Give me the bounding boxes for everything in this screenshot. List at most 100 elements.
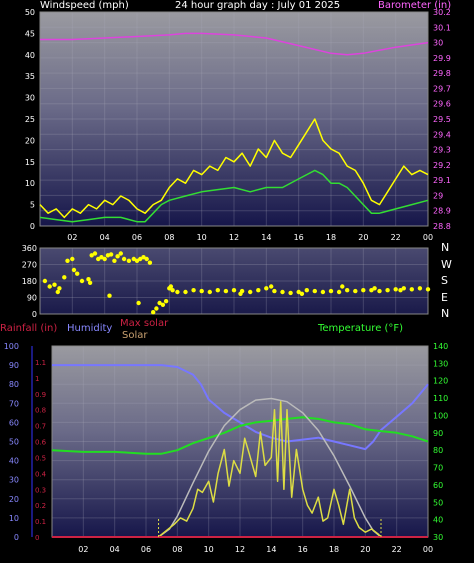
temperature-y-tick-label: 30 (433, 533, 443, 542)
temperature-y-tick-label: 100 (433, 411, 448, 420)
direction-point (99, 255, 104, 260)
direction-point (160, 302, 166, 307)
direction-point (328, 288, 334, 294)
direction-point (108, 252, 114, 257)
humidity-y-tick-label: 90 (9, 361, 19, 370)
barometer-line (40, 32, 429, 56)
barometer-y-tick-label: 29 (433, 191, 443, 200)
bottom-x-tick-label: 06 (141, 545, 151, 554)
wind-x-tick-label: 00 (423, 233, 433, 242)
rain-y-tick-label: 0.1 (35, 518, 46, 526)
direction-point (215, 288, 220, 293)
barometer-y-tick-label: 30 (433, 39, 443, 48)
direction-point (136, 300, 141, 306)
wind-x-tick-label: 08 (164, 233, 174, 242)
wind-x-tick-label: 22 (391, 233, 401, 242)
direction-point (107, 293, 112, 298)
humidity-y-tick-label: 40 (9, 457, 19, 466)
direction-point (191, 288, 196, 293)
direction-point (231, 288, 237, 293)
barometer-y-tick-label: 29.8 (433, 69, 451, 78)
direction-point (138, 256, 143, 262)
rain-y-tick-label: 1 (35, 375, 39, 383)
wind-x-tick-label: 18 (326, 233, 336, 242)
wind-y-tick-label: 50 (25, 8, 35, 17)
direction-point (96, 256, 101, 262)
direction-point (47, 284, 52, 289)
direction-letter-w: W (441, 258, 452, 271)
wind-x-tick-label: 04 (100, 233, 110, 242)
rain-y-tick-label: 0.9 (35, 391, 46, 399)
wind-x-tick-label: 02 (67, 233, 77, 242)
wind-y-tick-label: 30 (25, 94, 35, 103)
direction-point (320, 289, 326, 295)
direction-point (377, 288, 382, 294)
temperature-y-tick-label: 110 (433, 394, 448, 403)
wind-x-tick-label: 14 (261, 233, 271, 242)
direction-point (168, 284, 174, 289)
humidity-y-tick-label: 0 (14, 533, 19, 542)
max-solar-label: Max solar (120, 318, 169, 329)
direction-point (52, 282, 57, 287)
direction-point (223, 288, 229, 294)
rain-y-tick-label: 0.2 (35, 502, 46, 510)
rain-y-tick-label: 0.7 (35, 423, 46, 431)
direction-point (369, 288, 374, 293)
temperature-line (51, 416, 429, 455)
rain-y-tick-label: 0.8 (35, 407, 46, 415)
direction-point (238, 291, 243, 296)
windspeed-axis-label: Windspeed (mph) (40, 0, 129, 11)
wind-x-tick-label: 20 (358, 233, 368, 242)
direction-point (299, 291, 305, 296)
direction-point (398, 288, 403, 293)
barometer-y-tick-label: 29.4 (433, 130, 451, 139)
wind-panel-background (40, 12, 428, 226)
direction-y-tick-label: 0 (32, 310, 37, 319)
rain-y-tick-label: 0.3 (35, 486, 46, 494)
direction-point (115, 254, 120, 259)
direction-point (393, 287, 398, 292)
wind-panel-frame (39, 11, 429, 227)
humidity-line (52, 364, 429, 451)
direction-point (151, 310, 156, 315)
bottom-x-tick-label: 20 (360, 545, 370, 554)
wind-y-tick-label: 20 (25, 136, 35, 145)
direction-point (353, 288, 358, 294)
bottom-x-tick-label: 22 (392, 545, 402, 554)
barometer-y-tick-label: 29.5 (433, 115, 451, 124)
direction-point (199, 288, 204, 294)
direction-point (57, 286, 62, 291)
direction-point (207, 289, 212, 295)
temperature-y-tick-label: 140 (433, 342, 448, 351)
direction-point (92, 251, 98, 256)
wind-y-tick-label: 0 (30, 222, 35, 231)
temperature-y-tick-label: 40 (433, 516, 443, 525)
wind-y-tick-label: 45 (25, 29, 35, 38)
solar-line (158, 400, 382, 538)
bottom-x-tick-label: 10 (204, 545, 214, 554)
temperature-y-tick-label: 90 (433, 429, 443, 438)
temperature-y-tick-label: 60 (433, 481, 443, 490)
direction-point (102, 256, 107, 262)
wind-average-line (39, 169, 429, 223)
bottom-x-tick-label: 08 (172, 545, 182, 554)
barometer-y-tick-label: 30.2 (433, 8, 451, 17)
humidity-y-tick-label: 70 (9, 399, 19, 408)
direction-y-tick-label: 270 (22, 261, 37, 270)
direction-point (141, 255, 146, 260)
direction-letter-s: S (441, 274, 448, 287)
temperature-y-tick-label: 80 (433, 446, 443, 455)
temperature-y-tick-label: 50 (433, 498, 443, 507)
direction-point (134, 258, 140, 263)
direction-point (147, 260, 153, 265)
barometer-y-tick-label: 29.3 (433, 146, 451, 155)
direction-point (87, 280, 93, 285)
direction-point (163, 299, 169, 304)
direction-point (157, 300, 162, 306)
wind-x-tick-label: 12 (229, 233, 239, 242)
direction-point (112, 258, 117, 263)
direction-point (248, 289, 253, 295)
barometer-y-tick-label: 29.1 (433, 176, 451, 185)
direction-point (71, 267, 77, 273)
max-solar-line (158, 397, 382, 538)
